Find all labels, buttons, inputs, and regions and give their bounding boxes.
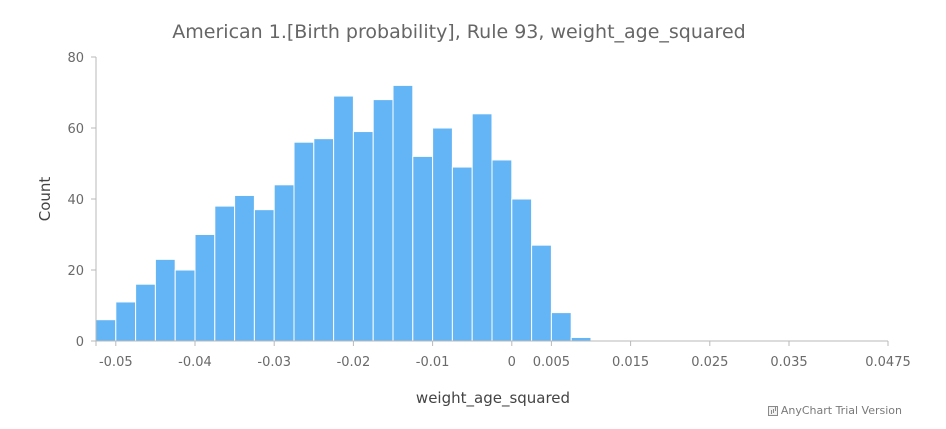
histogram-bar [432,127,453,342]
histogram-bar [451,166,473,342]
y-tick-label: 40 [67,193,84,208]
chart-credits[interactable]: AnyChart Trial Version [767,404,902,417]
x-axis: -0.05 -0.04 -0.03 -0.02 -0.01 0 0.005 0.015 0.02… [96,340,911,370]
chart-title: American 1.[Birth probability], Rule 93,… [172,21,745,43]
x-tick-label: -0.04 [178,355,212,370]
histogram-bar [550,312,572,342]
histogram-bar [313,138,335,342]
histogram-bar [273,184,295,342]
histogram-bar [293,141,315,342]
x-tick-label: -0.05 [99,355,133,370]
histogram-bar [511,198,533,342]
credits-label: AnyChart Trial Version [780,404,902,417]
histogram-bar [471,113,493,342]
y-tick-label: 20 [67,264,84,279]
chart-logo-icon [767,405,778,416]
x-tick-label: 0.0475 [865,355,911,370]
x-tick-label: 0.005 [533,355,570,370]
histogram-bar [253,209,275,342]
histogram-bar [570,336,592,342]
x-tick-label: 0.025 [691,355,728,370]
histogram-bar [95,319,117,342]
x-tick-label: 0.015 [612,355,649,370]
bars-group [95,84,592,342]
histogram-bar [333,95,354,342]
y-tick-label: 0 [76,335,84,350]
y-tick-label: 60 [67,122,84,137]
histogram-bar [194,234,216,342]
y-tick-label: 80 [67,51,84,66]
x-tick-label: -0.02 [337,355,371,370]
histogram-bar [234,194,255,342]
histogram-bar [372,99,394,342]
x-tick-label: -0.03 [257,355,291,370]
y-axis: 0 20 40 60 80 [67,51,97,350]
histogram-bar [412,155,434,342]
y-axis-label: Count [36,177,54,222]
histogram-bar [531,244,552,342]
histogram-bar [491,159,513,342]
histogram-bar [392,84,414,342]
histogram-bar [135,283,156,342]
histogram-bar [214,205,236,342]
x-axis-label: weight_age_squared [416,389,570,408]
histogram-bar [352,131,374,342]
histogram-bar [174,269,196,342]
x-tick-label: 0.035 [770,355,807,370]
x-tick-label: 0 [508,355,516,370]
x-tick-label: -0.01 [416,355,450,370]
histogram-bar [154,258,176,342]
histogram-bar [115,301,137,342]
